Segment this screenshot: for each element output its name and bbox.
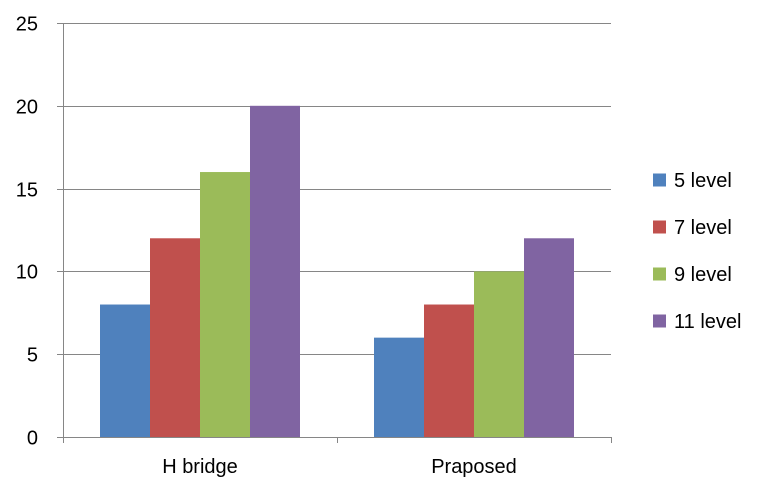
- x-category-label: Praposed: [431, 456, 517, 478]
- y-tick-label: 25: [16, 14, 38, 36]
- bar-9-level-Praposed: [474, 271, 524, 437]
- bar-7-level-Praposed: [424, 304, 474, 437]
- category-labels: H bridge Praposed: [162, 456, 517, 478]
- y-tick-label: 20: [16, 97, 38, 119]
- legend: 5 level 7 level 9 level 11 level: [653, 170, 741, 333]
- bar-9-level-H-bridge: [200, 172, 250, 438]
- legend-label: 9 level: [674, 264, 732, 286]
- bar-11-level-H-bridge: [250, 105, 300, 438]
- bar-5-level-Praposed: [374, 337, 424, 437]
- legend-label: 5 level: [674, 170, 732, 192]
- bar-7-level-H-bridge: [150, 238, 200, 437]
- y-tick-label: 10: [16, 262, 38, 284]
- y-tick-label: 0: [27, 428, 38, 450]
- bar-11-level-Praposed: [524, 238, 574, 437]
- y-tick-label: 5: [27, 345, 38, 367]
- legend-label: 11 level: [674, 311, 741, 333]
- axes: [57, 23, 612, 443]
- bars: [100, 105, 574, 438]
- legend-swatch: [653, 220, 666, 234]
- bar-5-level-H-bridge: [100, 304, 150, 437]
- legend-swatch: [653, 314, 666, 328]
- x-category-label: H bridge: [162, 456, 238, 478]
- legend-swatch: [653, 267, 666, 281]
- legend-swatch: [653, 173, 666, 187]
- legend-label: 7 level: [674, 217, 732, 239]
- y-tick-labels: 0 5 10 15 20 25: [16, 14, 38, 450]
- y-tick-label: 15: [16, 180, 38, 202]
